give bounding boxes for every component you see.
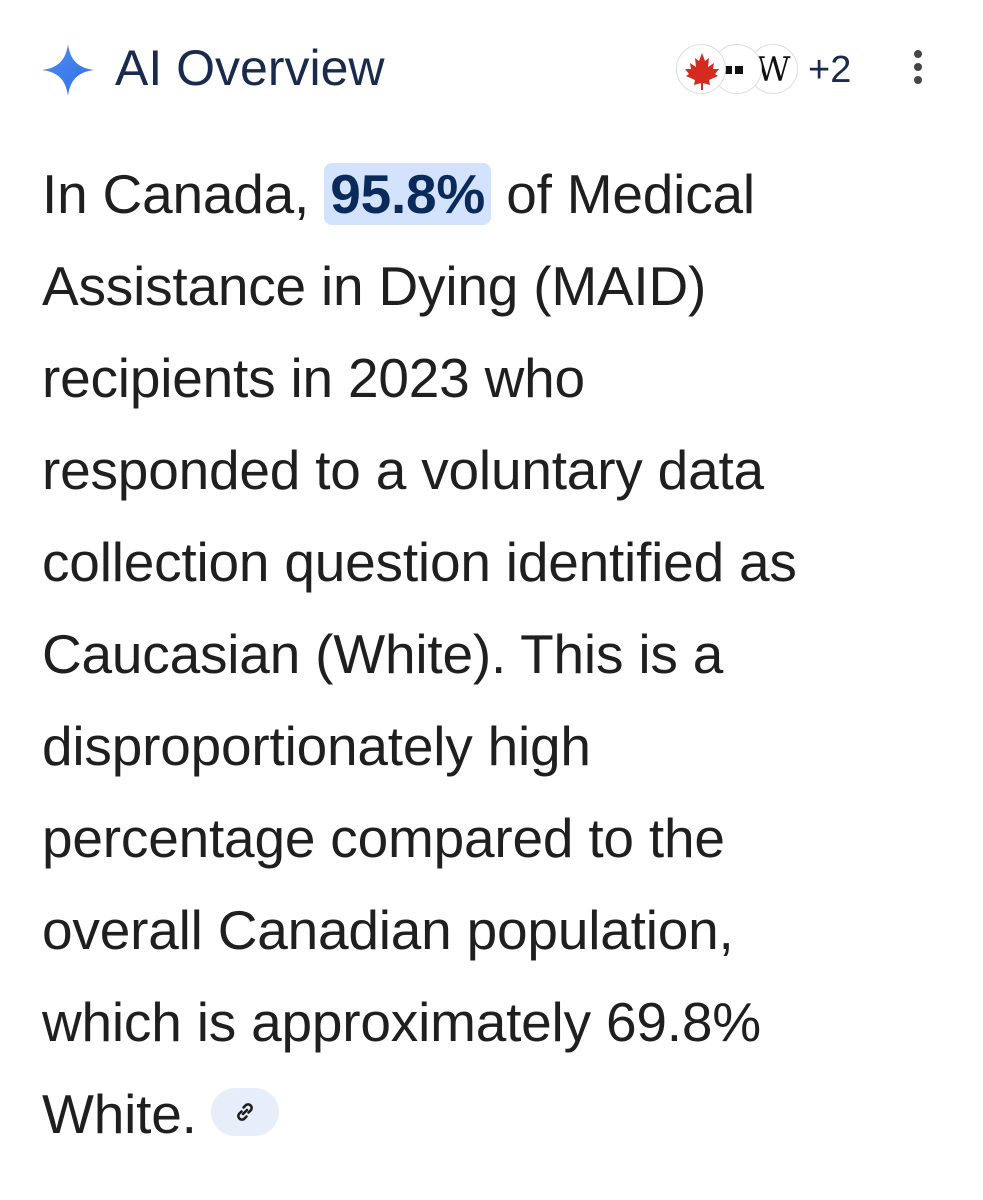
highlighted-stat[interactable]: 95.8% [324, 163, 492, 225]
more-sources-count[interactable]: +2 [808, 49, 852, 91]
overview-line-11-text: White. [42, 1083, 197, 1145]
ai-overview-header: AI Overview W +2 [0, 0, 983, 140]
overview-line-10: which is approximately 69.8% [42, 991, 761, 1053]
overview-line-6: Caucasian (White). This is a [42, 623, 724, 685]
kebab-menu-icon[interactable] [902, 50, 934, 94]
sources-group[interactable]: W +2 [672, 42, 872, 98]
overview-line-2: Assistance in Dying (MAID) [42, 255, 707, 317]
overview-line-3: recipients in 2023 who [42, 347, 585, 409]
canada-flag-icon[interactable] [676, 44, 726, 94]
overview-line-1-post: of Medical [506, 163, 755, 225]
overview-text: In Canada, 95.8% of Medical Assistance i… [42, 148, 962, 1160]
overview-line-1-pre: In Canada, [42, 163, 310, 225]
overview-line-1: In Canada, 95.8% of Medical [42, 148, 962, 240]
sparkle-icon [42, 44, 94, 96]
link-icon [236, 1103, 253, 1122]
overview-line-7: disproportionately high [42, 715, 591, 777]
overview-line-4: responded to a voluntary data [42, 439, 764, 501]
overview-line-9: overall Canadian population, [42, 899, 734, 961]
ai-overview-title: AI Overview [115, 40, 385, 96]
link-chip[interactable] [210, 1088, 279, 1137]
overview-line-11: White. [42, 1068, 962, 1160]
overview-line-5: collection question identified as [42, 531, 797, 593]
overview-line-8: percentage compared to the [42, 807, 725, 869]
